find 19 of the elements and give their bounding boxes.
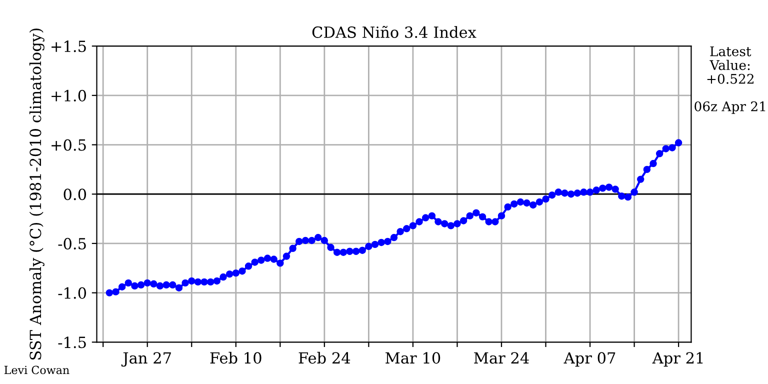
y-tick-label: +0.5	[52, 139, 86, 151]
x-tick-label: Mar 24	[474, 352, 529, 364]
x-tick-label: Jan 27	[121, 352, 171, 367]
x-tick-label: Apr 07	[564, 352, 616, 367]
chart-title: CDAS Niño 3.4 Index	[312, 26, 476, 38]
x-tick-label: Apr 21	[652, 352, 703, 367]
x-tick-label: Feb 10	[210, 352, 262, 364]
y-tick-label: 0.0	[64, 188, 86, 200]
y-axis-title: SST Anomaly (°C) (1981-2010 climatology)	[29, 28, 44, 360]
y-tick-label: -0.5	[58, 238, 86, 250]
y-tick-label: -1.0	[58, 287, 86, 299]
text: Levi Cowan	[4, 366, 70, 374]
text: Latest Value: +0.522	[707, 46, 754, 84]
x-tick-label: Mar 10	[386, 352, 440, 364]
y-tick-label: -1.5	[58, 336, 86, 348]
y-tick-label: +1.5	[52, 40, 86, 52]
y-tick-label: +1.0	[52, 90, 86, 102]
text: 06z Apr 21	[694, 101, 766, 114]
x-tick-label: Feb 24	[298, 352, 350, 364]
